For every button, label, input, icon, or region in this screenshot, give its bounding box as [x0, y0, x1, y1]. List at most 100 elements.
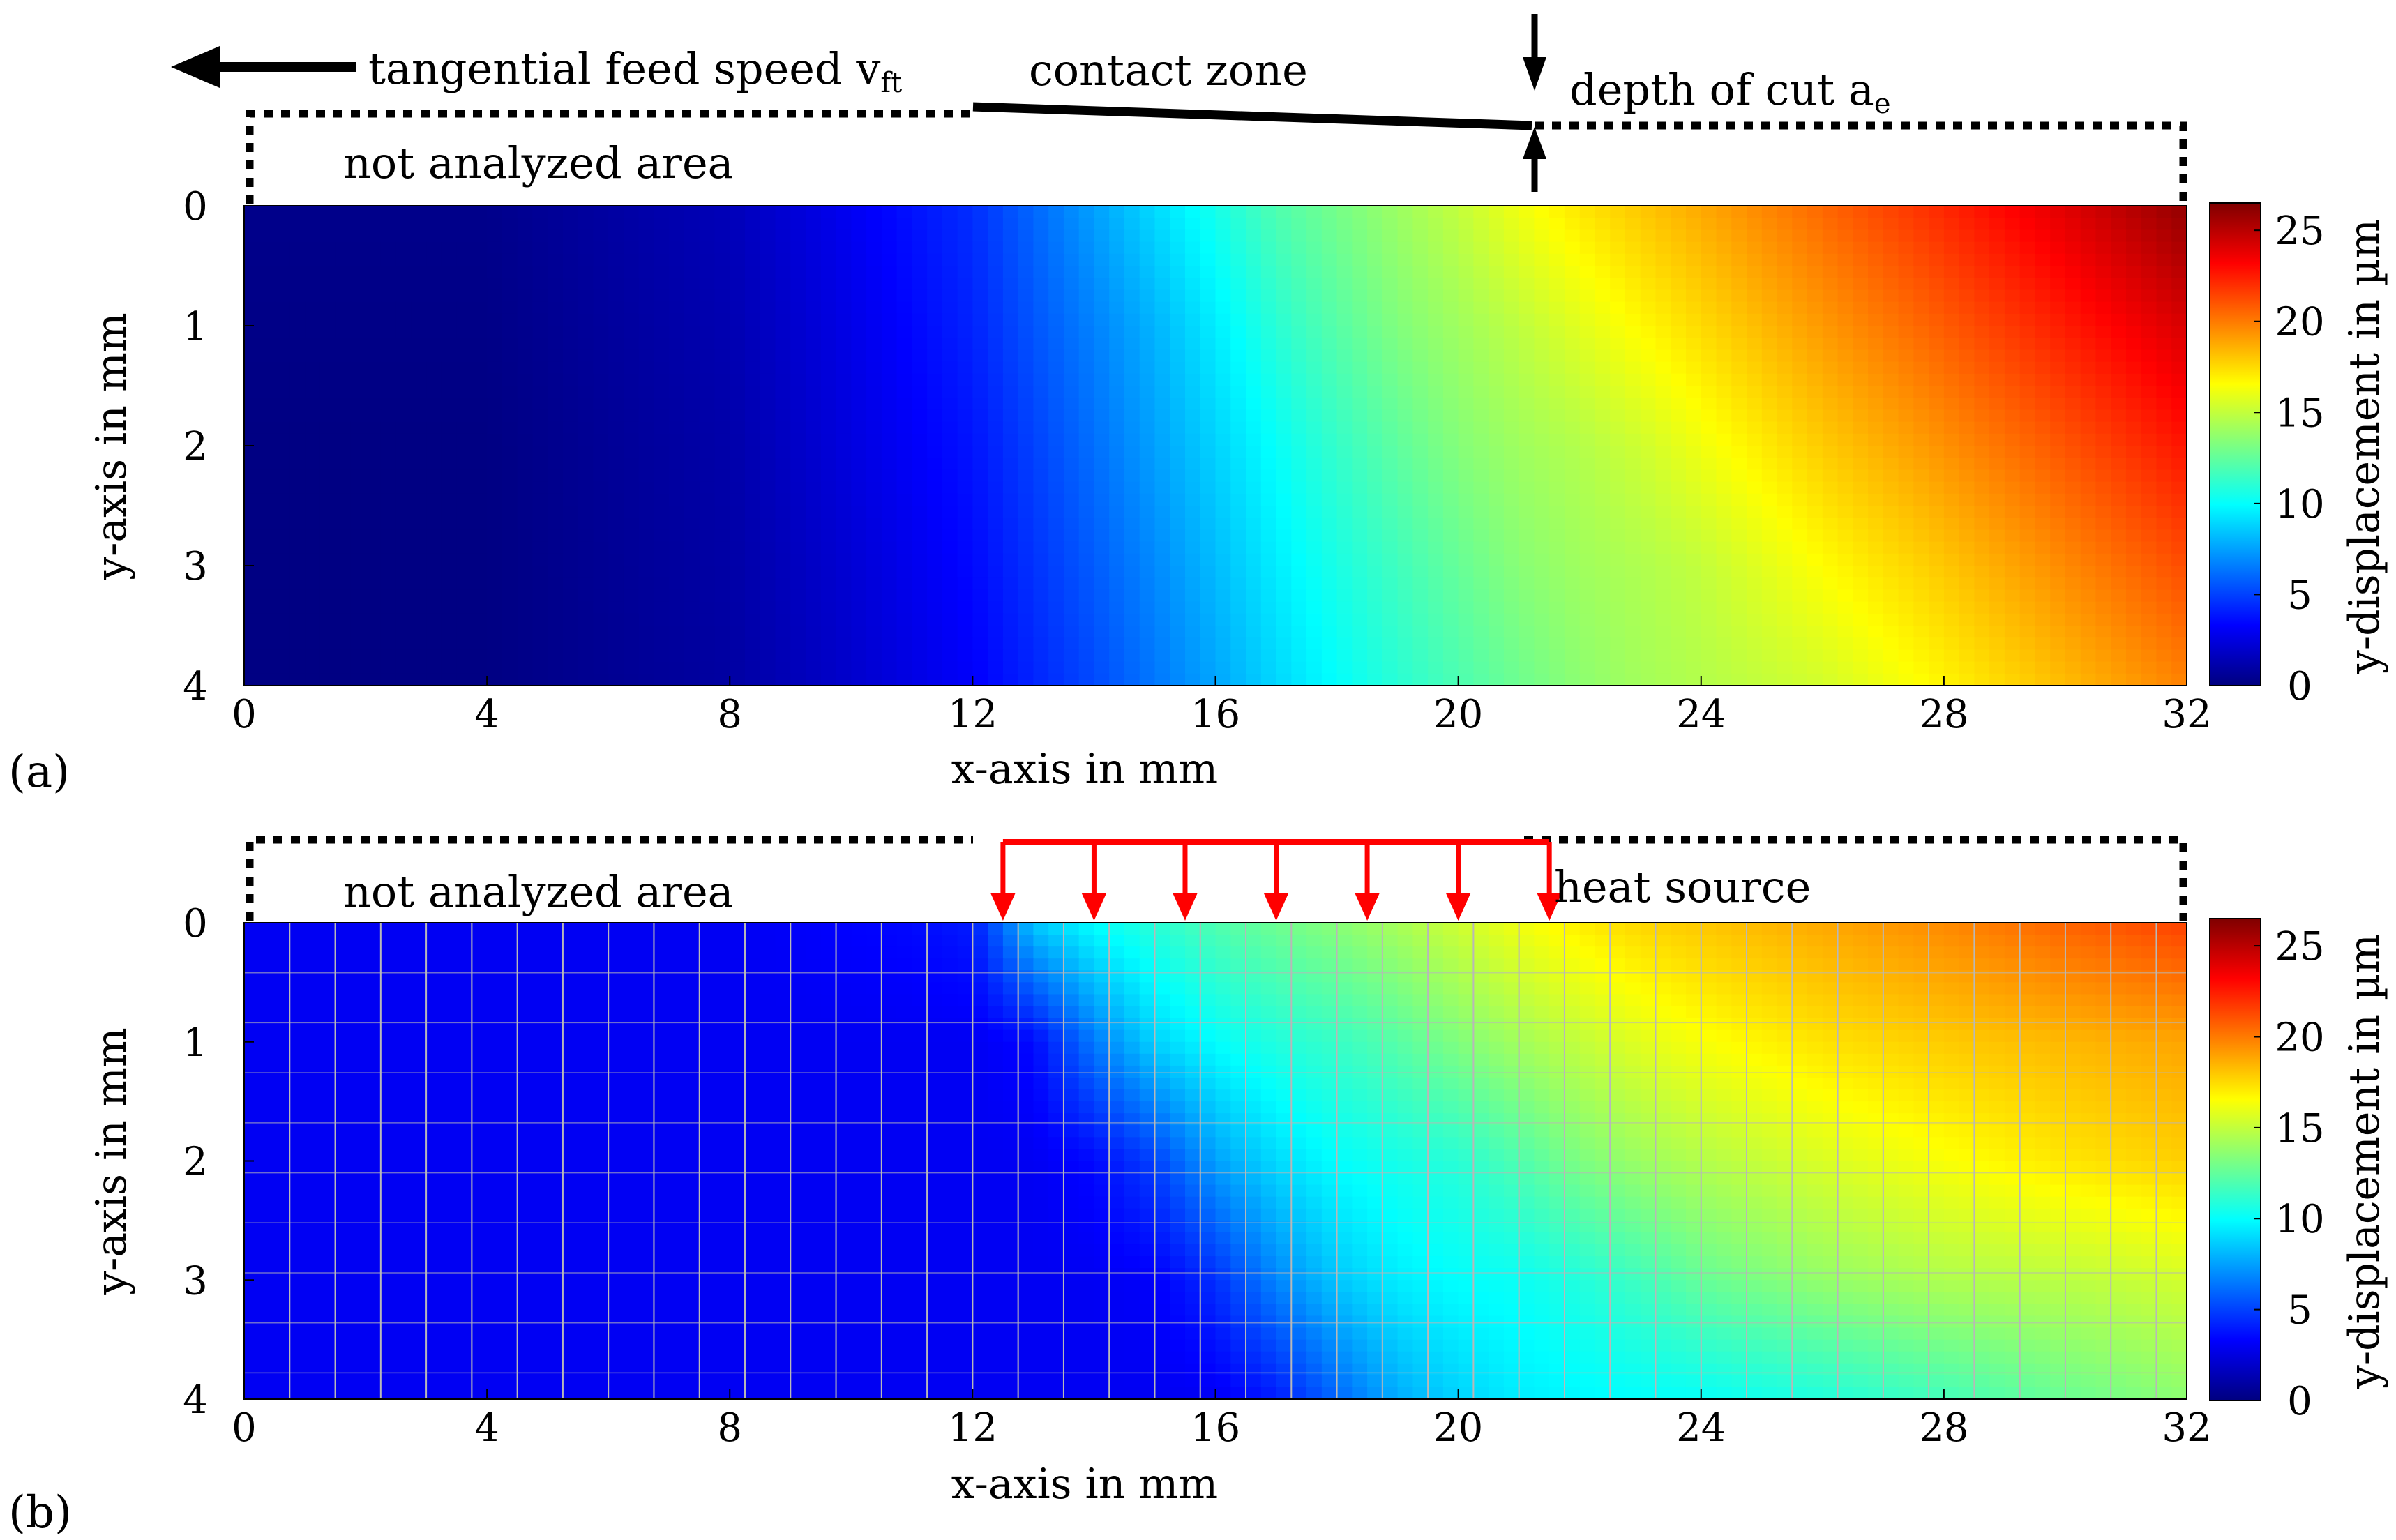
heatmap-cell: [456, 373, 473, 386]
heatmap-cell: [1777, 241, 1793, 255]
heatmap-cell: [1671, 398, 1687, 411]
heatmap-cell: [714, 301, 731, 315]
heatmap-cell: [593, 409, 609, 423]
heatmap-cell: [2050, 578, 2066, 591]
heatmap-cell: [562, 326, 579, 338]
heatmap-cell: [1549, 349, 1565, 363]
heatmap-cell: [608, 338, 624, 351]
heatmap-cell: [1002, 649, 1019, 663]
heatmap-cell: [2125, 373, 2142, 386]
heatmap-cell: [1671, 601, 1687, 614]
heatmap-cell: [1685, 206, 1702, 218]
heatmap-cell: [1109, 649, 1125, 663]
heatmap-cell: [988, 626, 1004, 638]
heatmap-cell: [1503, 326, 1520, 338]
heatmap-cell: [714, 253, 731, 266]
heatmap-cell: [2156, 458, 2173, 471]
heatmap-cell: [1124, 349, 1140, 363]
heatmap-cell: [1336, 266, 1353, 278]
heatmap-cell: [289, 206, 306, 218]
heatmap-cell: [366, 266, 382, 278]
heatmap-cell: [1822, 541, 1839, 554]
heatmap-cell: [1321, 601, 1338, 614]
heatmap-cell: [244, 373, 260, 386]
heatmap-cell: [1761, 373, 1778, 386]
heatmap-cell: [2065, 206, 2081, 218]
heatmap-cell: [1094, 313, 1110, 326]
heatmap-cell: [1215, 458, 1232, 471]
heatmap-cell: [1078, 229, 1095, 243]
heatmap-cell: [1321, 613, 1338, 626]
heatmap-cell: [1139, 446, 1156, 458]
heatmap-cell: [1170, 446, 1186, 458]
heatmap-cell: [1306, 241, 1323, 255]
depth-of-cut-label: depth of cut a: [1569, 64, 1874, 115]
heatmap-cell: [1033, 313, 1049, 326]
heatmap-cell: [881, 541, 898, 554]
heatmap-cell: [1685, 566, 1702, 578]
heatmap-cell: [806, 529, 822, 543]
heatmap-cell: [1853, 289, 1869, 303]
heatmap-cell: [1610, 433, 1626, 446]
heatmap-cell: [1063, 289, 1080, 303]
heatmap-cell: [1777, 229, 1793, 243]
heatmap-cell: [289, 661, 306, 674]
heatmap-cell: [1458, 469, 1475, 483]
heatmap-cell: [1549, 289, 1565, 303]
heatmap-cell: [623, 541, 640, 554]
heatmap-cell: [1109, 349, 1125, 363]
heatmap-cell: [259, 361, 276, 375]
heatmap-cell: [1109, 206, 1125, 218]
heatmap-cell: [1260, 661, 1277, 674]
heatmap-cell: [1382, 338, 1399, 351]
heatmap-cell: [1943, 266, 1960, 278]
heatmap-cell: [411, 601, 427, 614]
heatmap-cell: [2095, 386, 2112, 398]
heatmap-cell: [2050, 229, 2066, 243]
heatmap-cell: [1428, 386, 1444, 398]
heatmap-cell: [1716, 601, 1733, 614]
heatmap-cell: [2004, 529, 2021, 543]
heatmap-cell: [1716, 433, 1733, 446]
heatmap-cell: [2035, 349, 2051, 363]
heatmap-cell: [942, 421, 958, 435]
heatmap-cell: [1215, 589, 1232, 603]
heatmap-cell: [305, 458, 321, 471]
heatmap-cell: [745, 613, 761, 626]
heatmap-cell: [2035, 566, 2051, 578]
heatmap-cell: [335, 373, 352, 386]
heatmap-cell: [1382, 541, 1399, 554]
heatmap-cell: [942, 553, 958, 566]
heatmap-cell: [1898, 613, 1915, 626]
heatmap-cell: [2065, 613, 2081, 626]
heatmap-cell: [366, 326, 382, 338]
heatmap-cell: [1625, 493, 1641, 506]
heatmap-cell: [1883, 493, 1899, 506]
heatmap-cell: [2156, 506, 2173, 518]
heatmap-cell: [942, 458, 958, 471]
heatmap-cell: [1929, 278, 1945, 291]
heatmap-cell: [972, 493, 988, 506]
heatmap-cell: [1078, 541, 1095, 554]
heatmap-cell: [1033, 338, 1049, 351]
heatmap-cell: [1747, 278, 1763, 291]
heatmap-cell: [638, 626, 655, 638]
heatmap-cell: [1397, 493, 1414, 506]
heatmap-cell: [1777, 589, 1793, 603]
heatmap-cell: [502, 601, 518, 614]
heatmap-cell: [1716, 469, 1733, 483]
heatmap-cell: [1428, 589, 1444, 603]
heatmap-cell: [593, 253, 609, 266]
heatmap-cell: [1519, 469, 1535, 483]
heatmap-cell: [1078, 661, 1095, 674]
heatmap-cell: [745, 386, 761, 398]
heatmap-cell: [988, 218, 1004, 231]
heatmap-cell: [1246, 529, 1262, 543]
heatmap-cell: [1807, 493, 1823, 506]
heatmap-cell: [1685, 469, 1702, 483]
heatmap-cell: [1276, 649, 1293, 663]
heatmap-cell: [1731, 566, 1747, 578]
heatmap-cell: [608, 613, 624, 626]
heatmap-cell: [244, 553, 260, 566]
heatmap-cell: [2125, 206, 2142, 218]
